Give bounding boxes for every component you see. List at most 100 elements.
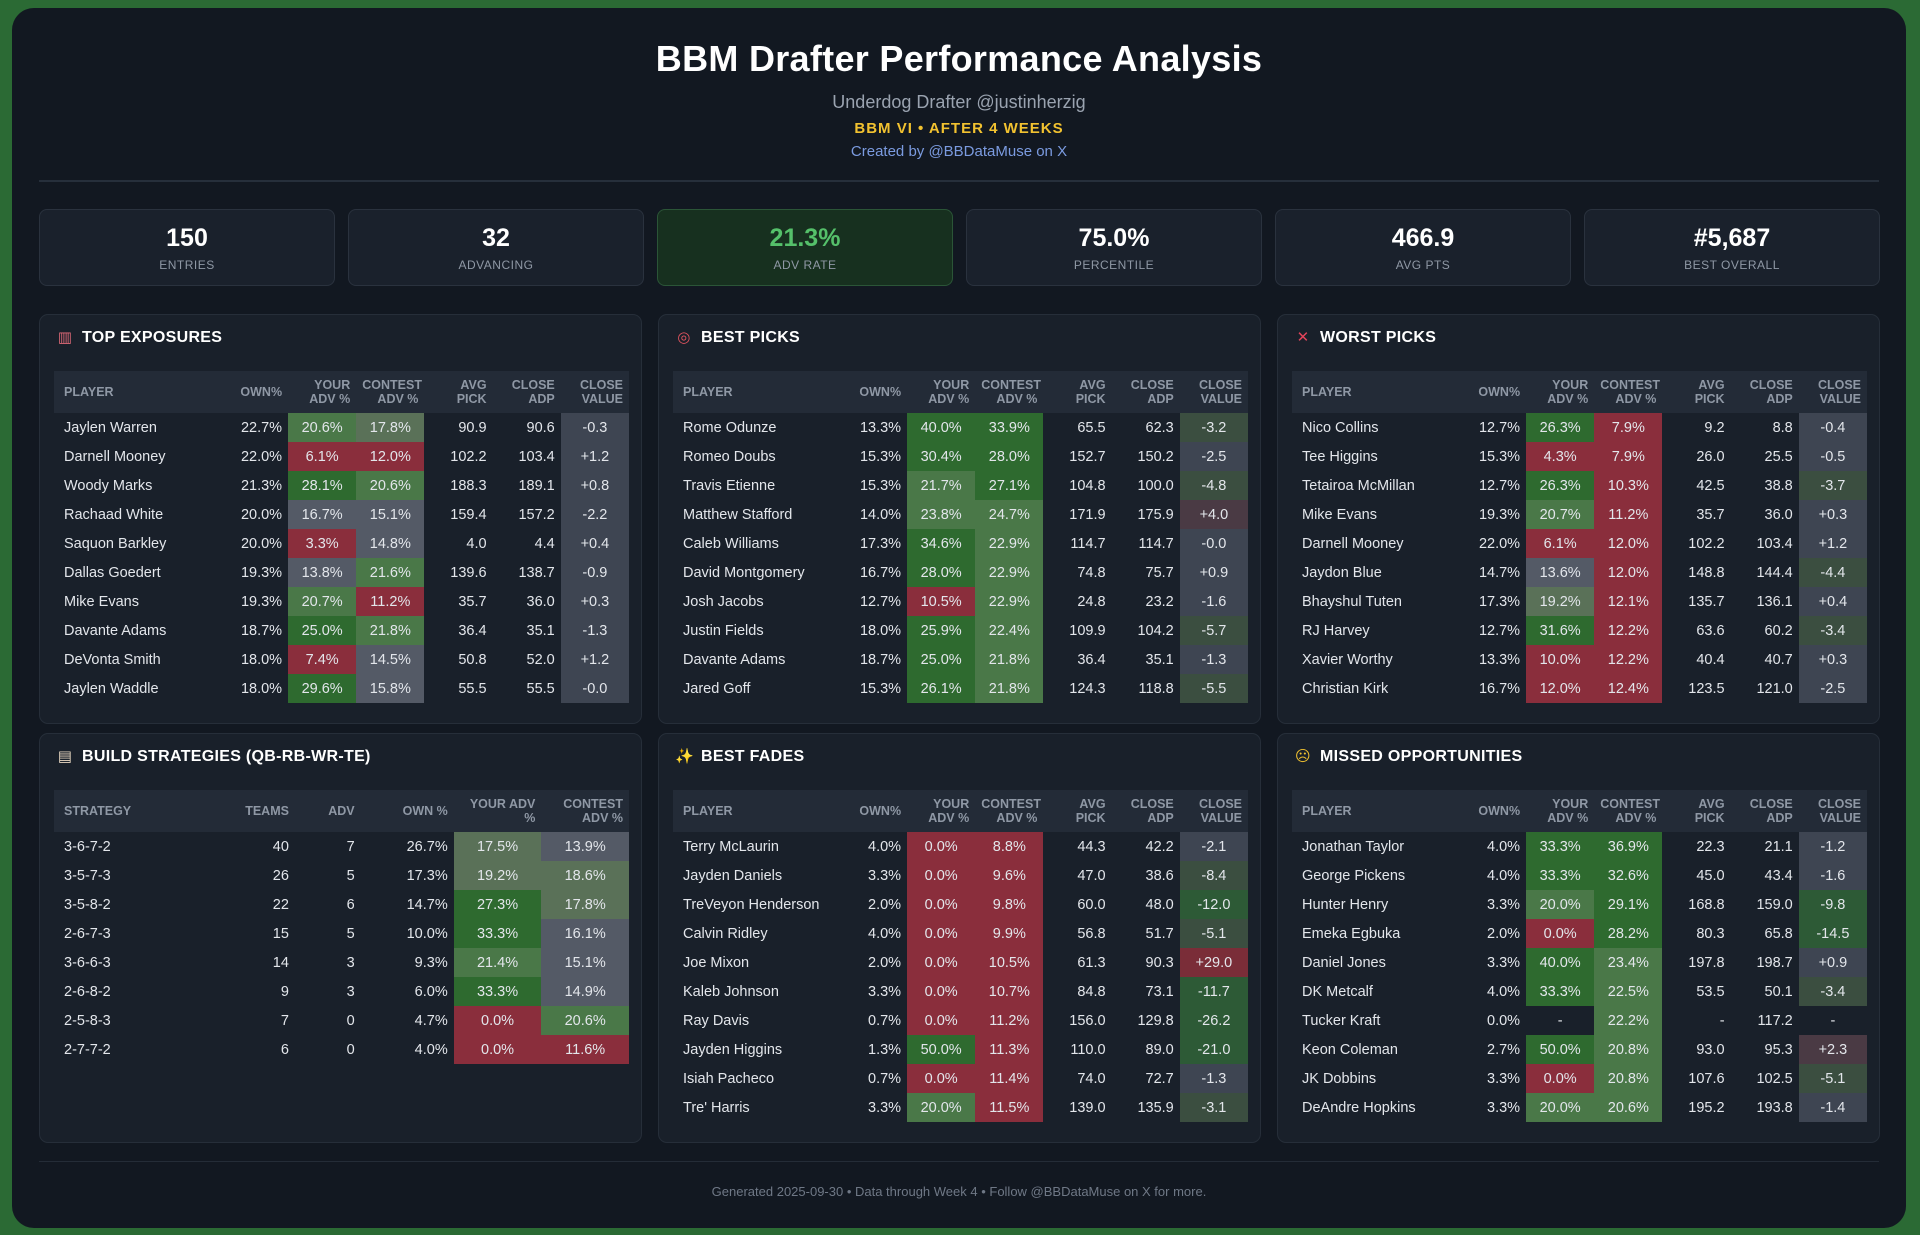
table-row[interactable]: Keon Coleman 2.7% 50.0% 20.8% 93.0 95.3 +2.3	[1292, 1035, 1867, 1064]
credit-link[interactable]: Created by @BBDataMuse on X	[850, 143, 1068, 160]
table-row[interactable]: Davante Adams 18.7% 25.0% 21.8% 36.4 35.1 -1.3	[54, 616, 629, 645]
table-row[interactable]: Mike Evans 19.3% 20.7% 11.2% 35.7 36.0 +0.3	[1292, 500, 1867, 529]
column-header[interactable]: AVG PICK	[1043, 790, 1112, 832]
table-row[interactable]: Joe Mixon 2.0% 0.0% 10.5% 61.3 90.3 +29.0	[673, 948, 1248, 977]
table-row[interactable]: Jonathan Taylor 4.0% 33.3% 36.9% 22.3 21.1 -1.…	[1292, 832, 1867, 861]
column-header[interactable]: YOUR ADV %	[907, 371, 976, 413]
column-header[interactable]: CLOSE VALUE	[1179, 371, 1248, 413]
table-row[interactable]: Xavier Worthy 13.3% 10.0% 12.2% 40.4 40.7 +0.3	[1292, 645, 1867, 674]
table-row[interactable]: Daniel Jones 3.3% 40.0% 23.4% 197.8 198.7 +0.9	[1292, 948, 1867, 977]
table-row[interactable]: 2-6-8-2 9 3 6.0% 33.3% 14.9%	[54, 977, 629, 1006]
table-row[interactable]: 3-5-8-2 22 6 14.7% 27.3% 17.8%	[54, 890, 629, 919]
column-header[interactable]: TEAMS	[229, 790, 295, 832]
table-row[interactable]: Romeo Doubs 15.3% 30.4% 28.0% 152.7 150.2 -2.5	[673, 442, 1248, 471]
column-header[interactable]: CONTEST ADV %	[1594, 790, 1663, 832]
table-row[interactable]: Justin Fields 18.0% 25.9% 22.4% 109.9 104.2 -5…	[673, 616, 1248, 645]
table-row[interactable]: RJ Harvey 12.7% 31.6% 12.2% 63.6 60.2 -3.4	[1292, 616, 1867, 645]
table-row[interactable]: DeVonta Smith 18.0% 7.4% 14.5% 50.8 52.0 +1.2	[54, 645, 629, 674]
table-row[interactable]: Darnell Mooney 22.0% 6.1% 12.0% 102.2 103.4 +1…	[1292, 529, 1867, 558]
table-row[interactable]: Emeka Egbuka 2.0% 0.0% 28.2% 80.3 65.8 -14.5	[1292, 919, 1867, 948]
column-header[interactable]: CLOSE VALUE	[1798, 371, 1867, 413]
table-row[interactable]: Travis Etienne 15.3% 21.7% 27.1% 104.8 100.0-…	[673, 471, 1248, 500]
table-row[interactable]: Hunter Henry 3.3% 20.0% 29.1% 168.8 159.0 -9.8	[1292, 890, 1867, 919]
table-row[interactable]: Rachaad White 20.0% 16.7% 15.1% 159.4 157.2 -2…	[54, 500, 629, 529]
column-header[interactable]: CLOSE ADP	[1730, 371, 1799, 413]
table-row[interactable]: Davante Adams 18.7% 25.0% 21.8% 36.4 35.1 -1.3	[673, 645, 1248, 674]
table-row[interactable]: Jayden Higgins 1.3% 50.0% 11.3% 110.0 89.0 -21…	[673, 1035, 1248, 1064]
table-row[interactable]: 2-5-8-3 7 0 4.7% 0.0% 20.6%	[54, 1006, 629, 1035]
table-row[interactable]: 3-5-7-3 26 5 17.3% 19.2% 18.6%	[54, 861, 629, 890]
table-row[interactable]: Woody Marks 21.3% 28.1% 20.6% 188.3 189.1 +0.8	[54, 471, 629, 500]
table-row[interactable]: TreVeyon Henderson 2.0% 0.0% 9.8% 60.0 48.0 -1…	[673, 890, 1248, 919]
table-row[interactable]: Matthew Stafford 14.0% 23.8% 24.7% 171.9 175.…	[673, 500, 1248, 529]
table-row[interactable]: Jared Goff 15.3% 26.1% 21.8% 124.3 118.8 -5.5	[673, 674, 1248, 703]
table-row[interactable]: Josh Jacobs 12.7% 10.5% 22.9% 24.8 23.2 -1.6	[673, 587, 1248, 616]
table-row[interactable]: DeAndre Hopkins 3.3% 20.0% 20.6% 195.2 193.8-…	[1292, 1093, 1867, 1122]
column-header[interactable]: AVG PICK	[424, 371, 493, 413]
table-row[interactable]: Bhayshul Tuten 17.3% 19.2% 12.1% 135.7 136.1 +…	[1292, 587, 1867, 616]
table-row[interactable]: Dallas Goedert 19.3% 13.8% 21.6% 139.6 138.7-…	[54, 558, 629, 587]
column-header[interactable]: AVG PICK	[1662, 790, 1731, 832]
column-header[interactable]: OWN%	[1462, 371, 1527, 413]
table-row[interactable]: Darnell Mooney 22.0% 6.1% 12.0% 102.2 103.4 +1…	[54, 442, 629, 471]
column-header[interactable]: CONTEST ADV %	[541, 790, 629, 832]
column-header[interactable]: PLAYER	[1292, 790, 1463, 832]
table-row[interactable]: Ray Davis 0.7% 0.0% 11.2% 156.0 129.8 -26.2	[673, 1006, 1248, 1035]
column-header[interactable]: YOUR ADV %	[907, 790, 976, 832]
column-header[interactable]: YOUR ADV %	[1526, 371, 1595, 413]
table-row[interactable]: David Montgomery 16.7% 28.0% 22.9% 74.8 75.7 +…	[673, 558, 1248, 587]
column-header[interactable]: CONTEST ADV %	[1594, 371, 1663, 413]
column-header[interactable]: YOUR ADV %	[453, 790, 542, 832]
column-header[interactable]: STRATEGY	[54, 790, 230, 832]
column-header[interactable]: OWN%	[843, 790, 908, 832]
column-header[interactable]: CLOSE ADP	[1111, 371, 1180, 413]
column-header[interactable]: OWN%	[843, 371, 908, 413]
column-header[interactable]: CONTEST ADV %	[975, 790, 1044, 832]
table-row[interactable]: Saquon Barkley 20.0% 3.3% 14.8% 4.0 4.4 +0.4	[54, 529, 629, 558]
table-row[interactable]: 2-6-7-3 15 5 10.0% 33.3% 16.1%	[54, 919, 629, 948]
column-header[interactable]: CLOSE VALUE	[560, 371, 629, 413]
table-row[interactable]: JK Dobbins 3.3% 0.0% 20.8% 107.6 102.5 -5.1	[1292, 1064, 1867, 1093]
column-header[interactable]: YOUR ADV %	[288, 371, 357, 413]
table-row[interactable]: Kaleb Johnson 3.3% 0.0% 10.7% 84.8 73.1 -11.7	[673, 977, 1248, 1006]
table-row[interactable]: Rome Odunze 13.3% 40.0% 33.9% 65.5 62.3 -3.2	[673, 413, 1248, 442]
table-row[interactable]: Jaydon Blue 14.7% 13.6% 12.0% 148.8 144.4 -4.4	[1292, 558, 1867, 587]
column-header[interactable]: OWN%	[224, 371, 289, 413]
table-row[interactable]: Isiah Pacheco 0.7% 0.0% 11.4% 74.0 72.7 -1.3	[673, 1064, 1248, 1093]
column-header[interactable]: CLOSE VALUE	[1798, 790, 1867, 832]
column-header[interactable]: CLOSE VALUE	[1179, 790, 1248, 832]
column-header[interactable]: ADV	[294, 790, 361, 832]
column-header[interactable]: PLAYER	[1292, 371, 1463, 413]
table-row[interactable]: Tetairoa McMillan 12.7% 26.3% 10.3% 42.5 38.8…	[1292, 471, 1867, 500]
table-row[interactable]: 3-6-7-2 40 7 26.7% 17.5% 13.9%	[54, 832, 629, 861]
column-header[interactable]: CONTEST ADV %	[356, 371, 425, 413]
table-row[interactable]: 2-7-7-2 6 0 4.0% 0.0% 11.6%	[54, 1035, 629, 1064]
column-header[interactable]: CLOSE ADP	[1730, 790, 1799, 832]
column-header[interactable]: CLOSE ADP	[1111, 790, 1180, 832]
table-row[interactable]: Mike Evans 19.3% 20.7% 11.2% 35.7 36.0 +0.3	[54, 587, 629, 616]
column-header[interactable]: PLAYER	[673, 790, 844, 832]
column-header[interactable]: CLOSE ADP	[492, 371, 561, 413]
table-row[interactable]: Nico Collins 12.7% 26.3% 7.9% 9.2 8.8 -0.4	[1292, 413, 1867, 442]
column-header[interactable]: PLAYER	[54, 371, 225, 413]
table-row[interactable]: Christian Kirk 16.7% 12.0% 12.4% 123.5 121.0-…	[1292, 674, 1867, 703]
column-header[interactable]: AVG PICK	[1662, 371, 1731, 413]
column-header[interactable]: OWN %	[360, 790, 454, 832]
table-row[interactable]: Tre' Harris 3.3% 20.0% 11.5% 139.0 135.9 -3.1	[673, 1093, 1248, 1122]
table-row[interactable]: George Pickens 4.0% 33.3% 32.6% 45.0 43.4 -1.6	[1292, 861, 1867, 890]
table-row[interactable]: Terry McLaurin 4.0% 0.0% 8.8% 44.3 42.2 -2.1	[673, 832, 1248, 861]
table-row[interactable]: Tee Higgins 15.3% 4.3% 7.9% 26.0 25.5 -0.5	[1292, 442, 1867, 471]
table-row[interactable]: Jaylen Warren 22.7% 20.6% 17.8% 90.9 90.6 -0.3	[54, 413, 629, 442]
table-row[interactable]: Jaylen Waddle 18.0% 29.6% 15.8% 55.5 55.5 -0.0	[54, 674, 629, 703]
table-row[interactable]: 3-6-6-3 14 3 9.3% 21.4% 15.1%	[54, 948, 629, 977]
table-row[interactable]: Caleb Williams 17.3% 34.6% 22.9% 114.7 114.7-…	[673, 529, 1248, 558]
table-row[interactable]: Calvin Ridley 4.0% 0.0% 9.9% 56.8 51.7 -5.1	[673, 919, 1248, 948]
column-header[interactable]: AVG PICK	[1043, 371, 1112, 413]
table-row[interactable]: Tucker Kraft 0.0% - 22.2% - 117.2 -	[1292, 1006, 1867, 1035]
column-header[interactable]: PLAYER	[673, 371, 844, 413]
table-row[interactable]: Jayden Daniels 3.3% 0.0% 9.6% 47.0 38.6 -8.4	[673, 861, 1248, 890]
table-row[interactable]: DK Metcalf 4.0% 33.3% 22.5% 53.5 50.1 -3.4	[1292, 977, 1867, 1006]
column-header[interactable]: CONTEST ADV %	[975, 371, 1044, 413]
column-header[interactable]: OWN%	[1462, 790, 1527, 832]
column-header[interactable]: YOUR ADV %	[1526, 790, 1595, 832]
